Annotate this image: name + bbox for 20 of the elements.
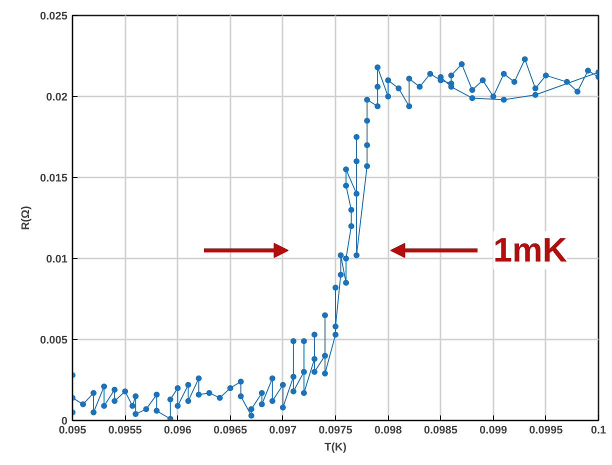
y-tick-label: 0.025 [40, 10, 68, 22]
y-tick-label: 0.005 [40, 334, 68, 346]
x-tick-label: 0.096 [164, 424, 192, 436]
y-axis-title: R(Ω) [20, 206, 32, 230]
x-tick-label: 0.0975 [318, 424, 352, 436]
annotation: 1mK [493, 231, 568, 270]
x-tick-label: 0.0995 [529, 424, 563, 436]
y-tick-label: 0.015 [40, 172, 68, 184]
x-tick-label: 0.0985 [424, 424, 458, 436]
y-tick-label: 0.02 [46, 92, 68, 104]
y-tick-label: 0 [61, 416, 68, 428]
x-tick-label: 0.0965 [213, 424, 248, 436]
x-tick-label: 0.099 [480, 424, 508, 436]
x-tick-label: 0.0955 [108, 424, 142, 436]
x-tick-label: 0.1 [590, 424, 606, 436]
x-tick-label: 0.095 [58, 424, 86, 436]
x-tick-label: 0.098 [374, 424, 402, 436]
x-axis-title: T(K) [324, 442, 347, 454]
y-tick-label: 0.01 [46, 254, 68, 266]
x-tick-label: 0.097 [269, 424, 297, 436]
